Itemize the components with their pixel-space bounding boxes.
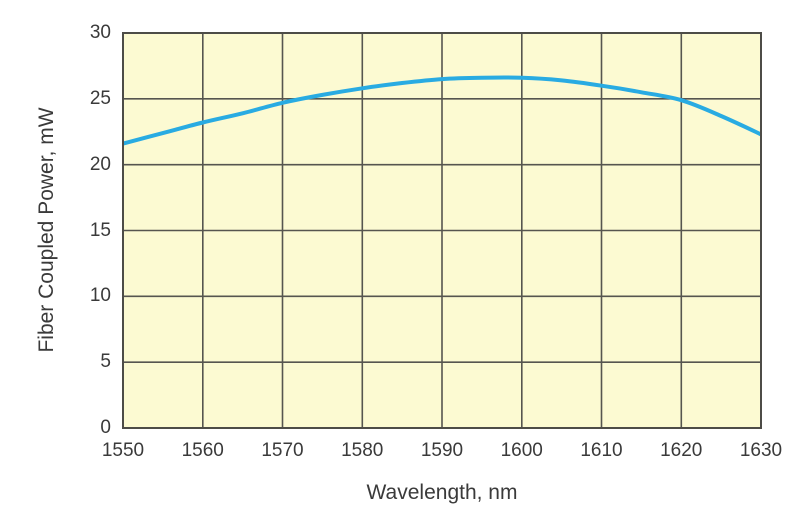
x-tick-label: 1550 bbox=[101, 440, 145, 461]
y-tick-label: 5 bbox=[100, 351, 111, 373]
x-tick-label: 1630 bbox=[739, 440, 783, 461]
x-tick-label: 1570 bbox=[261, 440, 304, 461]
x-tick-label: 1600 bbox=[500, 440, 543, 461]
x-tick-label: 1610 bbox=[580, 440, 623, 461]
y-tick-label: 0 bbox=[100, 417, 111, 438]
y-tick-label: 15 bbox=[89, 219, 111, 241]
power-curve bbox=[122, 75, 762, 146]
y-axis-title: Fiber Coupled Power, mW bbox=[35, 107, 58, 353]
y-tick-label: 30 bbox=[89, 22, 111, 43]
x-tick-label: 1590 bbox=[420, 440, 464, 461]
plot-border bbox=[122, 32, 762, 429]
x-tick-label: 1580 bbox=[341, 440, 384, 461]
x-tick-label: 1560 bbox=[181, 440, 224, 461]
y-tick-label: 20 bbox=[89, 153, 111, 175]
y-tick-label: 25 bbox=[89, 87, 111, 109]
y-tick-label: 10 bbox=[89, 285, 111, 307]
x-axis-title: Wavelength, nm bbox=[366, 481, 518, 504]
x-tick-label: 1620 bbox=[660, 440, 703, 461]
